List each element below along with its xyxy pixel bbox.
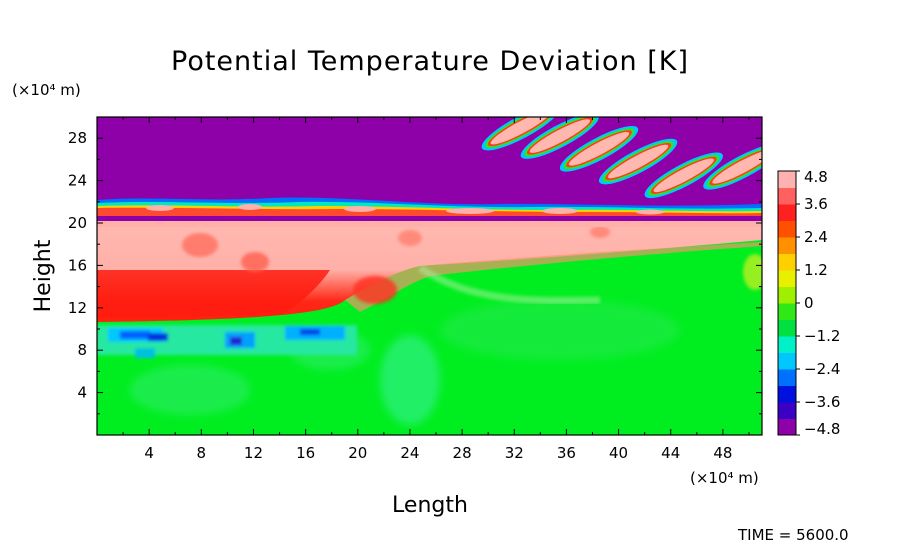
colorbar-tick-label: −4.8 bbox=[804, 420, 840, 438]
colorbar-segment bbox=[778, 286, 796, 304]
colorbar-segment bbox=[778, 319, 796, 337]
y-tick-label: 20 bbox=[68, 214, 87, 232]
y-tick-label: 4 bbox=[77, 384, 87, 402]
colorbar-segment bbox=[778, 204, 796, 221]
colorbar-tick-label: 4.8 bbox=[804, 168, 828, 186]
colorbar-tick-label: −2.4 bbox=[804, 360, 840, 378]
x-tick-label: 12 bbox=[244, 444, 263, 462]
colorbar-segment bbox=[778, 270, 796, 287]
colorbar-segment bbox=[778, 171, 796, 188]
colorbar-tick-label: 2.4 bbox=[804, 228, 828, 246]
x-axis-title: Length bbox=[392, 493, 468, 518]
colorbar-segment bbox=[778, 402, 796, 419]
tropopause-cold-line bbox=[97, 216, 762, 221]
colorbar-tick-label: −1.2 bbox=[804, 327, 840, 345]
y-tick-label: 12 bbox=[68, 299, 87, 317]
wave-crest bbox=[520, 117, 600, 159]
colorbar-segment bbox=[778, 187, 796, 205]
colorbar-tick-label: 1.2 bbox=[804, 261, 828, 279]
y-tick-label: 24 bbox=[68, 172, 87, 190]
x-tick-label: 24 bbox=[400, 444, 419, 462]
tropopause-band bbox=[97, 217, 762, 227]
y-unit-label: (×10⁴ m) bbox=[12, 81, 81, 99]
colorbar-segment bbox=[778, 352, 796, 370]
time-label: TIME = 5600.0 bbox=[737, 526, 849, 544]
colorbar-tick-label: 0 bbox=[804, 294, 814, 312]
x-tick-label: 4 bbox=[144, 444, 154, 462]
wave-crest bbox=[559, 125, 639, 172]
lower-turbulence bbox=[130, 300, 680, 425]
colorbar-segment bbox=[778, 220, 796, 238]
x-tick-label: 20 bbox=[348, 444, 367, 462]
x-tick-label: 48 bbox=[713, 444, 732, 462]
wave-crest bbox=[644, 152, 723, 199]
x-tick-label: 40 bbox=[609, 444, 628, 462]
x-tick-label: 8 bbox=[197, 444, 207, 462]
colorbar-segment bbox=[778, 369, 796, 386]
x-axis: 4 8 12 16 20 24 28 32 36 40 44 48 bbox=[122, 117, 750, 462]
x-tick-label: 44 bbox=[661, 444, 680, 462]
colorbar-tick-label: −3.6 bbox=[804, 393, 840, 411]
y-tick-label: 16 bbox=[68, 256, 87, 274]
stratosphere-lower-layer bbox=[97, 197, 762, 216]
x-tick-label: 16 bbox=[296, 444, 315, 462]
colorbar: 4.8 3.6 2.4 1.2 0 −1.2 −2.4 −3.6 −4.8 bbox=[777, 168, 840, 438]
x-tick-label: 36 bbox=[557, 444, 576, 462]
x-unit-label: (×10⁴ m) bbox=[690, 469, 759, 487]
y-tick-label: 8 bbox=[77, 341, 87, 359]
gravity-waves bbox=[481, 117, 762, 199]
plot-frame bbox=[96, 116, 763, 436]
x-tick-label: 28 bbox=[453, 444, 472, 462]
wave-crest bbox=[703, 143, 762, 190]
colorbar-segment bbox=[778, 303, 796, 320]
wave-crest bbox=[598, 138, 678, 185]
heatmap-field bbox=[97, 117, 762, 435]
upper-warm-plume bbox=[97, 226, 762, 322]
x-tick-label: 32 bbox=[505, 444, 524, 462]
chart-title: Potential Temperature Deviation [K] bbox=[171, 46, 689, 77]
colorbar-segment bbox=[778, 237, 796, 254]
y-tick-label: 28 bbox=[68, 129, 87, 147]
mid-cold-patches bbox=[97, 325, 357, 358]
colorbar-segment bbox=[778, 385, 796, 403]
y-axis-title: Height bbox=[31, 239, 56, 312]
colorbar-segment bbox=[778, 418, 796, 436]
y-axis: 4 8 12 16 20 24 28 bbox=[68, 129, 762, 415]
colorbar-tick-label: 3.6 bbox=[804, 195, 828, 213]
colorbar-segment bbox=[778, 253, 796, 271]
colorbar-segment bbox=[778, 336, 796, 353]
